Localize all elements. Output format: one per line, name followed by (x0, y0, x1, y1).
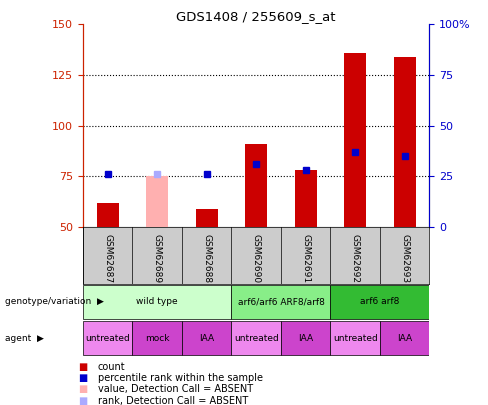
Title: GDS1408 / 255609_s_at: GDS1408 / 255609_s_at (177, 10, 336, 23)
Bar (330, 285, 429, 319)
Bar (344, 53, 366, 227)
Bar (281, 321, 330, 355)
Text: GSM62693: GSM62693 (400, 234, 409, 283)
Text: rank, Detection Call = ABSENT: rank, Detection Call = ABSENT (98, 396, 248, 405)
Bar (196, 209, 218, 227)
Text: untreated: untreated (85, 334, 130, 343)
Bar (380, 321, 429, 355)
Text: IAA: IAA (298, 334, 313, 343)
Text: GSM62689: GSM62689 (153, 234, 162, 283)
Text: ■: ■ (79, 396, 87, 405)
Text: count: count (98, 362, 125, 371)
Text: IAA: IAA (199, 334, 214, 343)
Text: wild type: wild type (136, 297, 178, 306)
Bar (295, 170, 317, 227)
Bar (245, 144, 267, 227)
Text: arf6/arf6 ARF8/arf8: arf6/arf6 ARF8/arf8 (238, 297, 325, 306)
Text: mock: mock (145, 334, 169, 343)
Text: agent  ▶: agent ▶ (5, 334, 44, 343)
Text: GSM62687: GSM62687 (103, 234, 112, 283)
Text: GSM62692: GSM62692 (351, 234, 360, 283)
Text: untreated: untreated (333, 334, 378, 343)
Bar (83, 321, 132, 355)
Bar (146, 176, 168, 227)
Bar (132, 321, 182, 355)
Text: GSM62691: GSM62691 (301, 234, 310, 283)
Bar (330, 321, 380, 355)
Text: untreated: untreated (234, 334, 279, 343)
Bar (97, 202, 119, 227)
Bar (83, 285, 231, 319)
Text: value, Detection Call = ABSENT: value, Detection Call = ABSENT (98, 384, 253, 394)
Text: percentile rank within the sample: percentile rank within the sample (98, 373, 263, 383)
Text: ■: ■ (79, 373, 87, 383)
Bar (231, 285, 330, 319)
Text: ■: ■ (79, 362, 87, 371)
Text: ■: ■ (79, 384, 87, 394)
Bar (231, 321, 281, 355)
Text: IAA: IAA (397, 334, 412, 343)
Bar (182, 321, 231, 355)
Text: GSM62690: GSM62690 (252, 234, 261, 283)
Bar (393, 57, 416, 227)
Text: GSM62688: GSM62688 (202, 234, 211, 283)
Text: arf6 arf8: arf6 arf8 (360, 297, 400, 306)
Text: genotype/variation  ▶: genotype/variation ▶ (5, 297, 104, 306)
